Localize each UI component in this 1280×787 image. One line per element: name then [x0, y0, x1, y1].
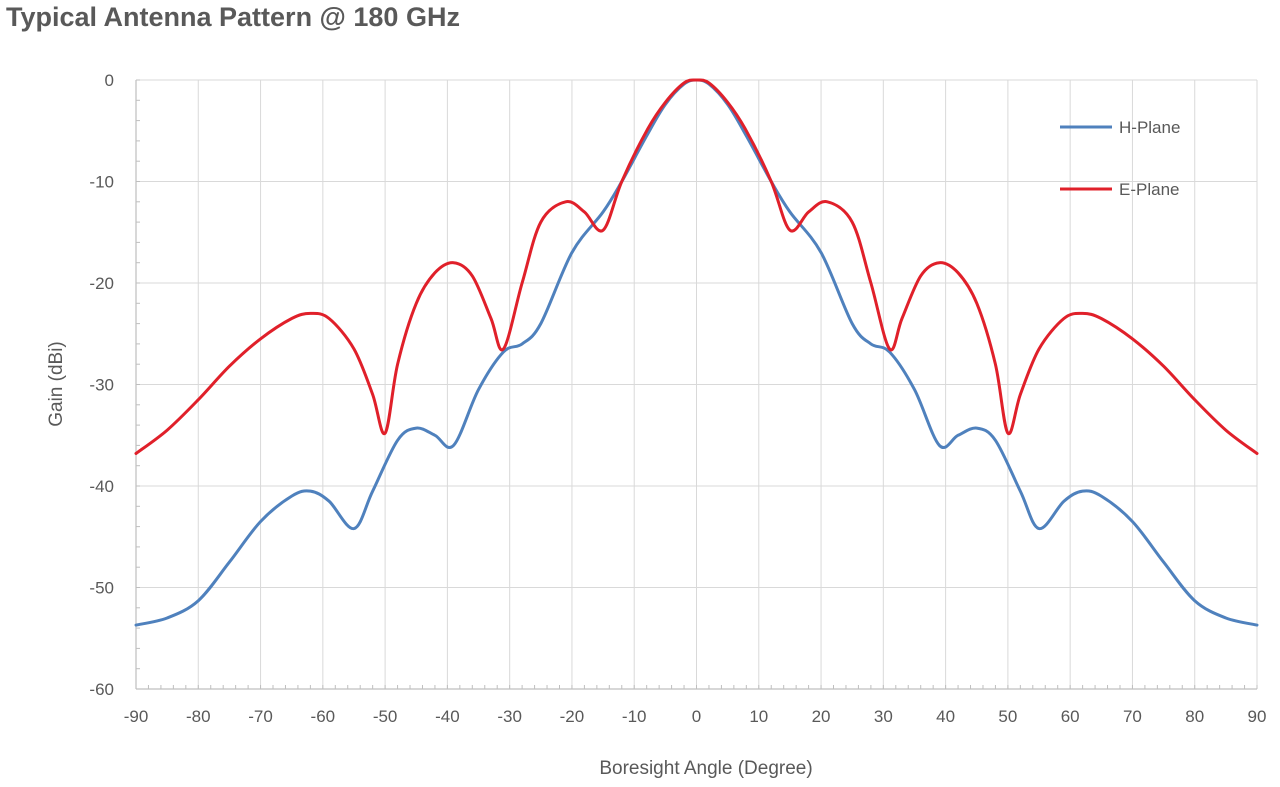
x-tick-label: 20 [812, 707, 831, 726]
x-tick-label: -50 [373, 707, 398, 726]
x-tick-label: 90 [1248, 707, 1267, 726]
x-tick-label: -60 [311, 707, 336, 726]
y-axis-label: Gain (dBi) [46, 341, 67, 427]
x-tick-label: 40 [936, 707, 955, 726]
minor-ticks [135, 79, 1258, 690]
y-tick-label: -20 [89, 274, 114, 293]
y-tick-label: -60 [89, 680, 114, 699]
y-tick-label: -10 [89, 173, 114, 192]
x-tick-label: 60 [1061, 707, 1080, 726]
x-tick-label: -80 [186, 707, 211, 726]
chart-title: Typical Antenna Pattern @ 180 GHz [6, 2, 460, 32]
x-tick-label: -70 [248, 707, 273, 726]
x-tick-label: -40 [435, 707, 460, 726]
series-line-e-plane [134, 78, 1259, 455]
legend-label: H-Plane [1119, 118, 1180, 137]
y-tick-labels: 0 -10 -20 -30 -40 -50 -60 [89, 71, 114, 699]
x-tick-label: 0 [692, 707, 701, 726]
x-tick-label: -30 [497, 707, 522, 726]
x-tick-label: 10 [749, 707, 768, 726]
legend: H-Plane E-Plane [1060, 118, 1180, 199]
legend-label: E-Plane [1119, 180, 1179, 199]
y-tick-label: -40 [89, 477, 114, 496]
series-layer [134, 78, 1259, 627]
grid [135, 79, 1258, 690]
x-tick-label: -90 [124, 707, 149, 726]
y-tick-label: 0 [105, 71, 114, 90]
x-tick-label: 30 [874, 707, 893, 726]
y-tick-label: -50 [89, 579, 114, 598]
x-tick-label: -20 [560, 707, 585, 726]
x-tick-label: 50 [998, 707, 1017, 726]
x-tick-labels: -90 -80 -70 -60 -50 -40 -30 -20 -10 0 10 20 30 40 50 60… [124, 707, 1267, 726]
x-tick-label: -10 [622, 707, 647, 726]
x-tick-label: 70 [1123, 707, 1142, 726]
x-tick-label: 80 [1185, 707, 1204, 726]
x-axis-label: Boresight Angle (Degree) [599, 758, 812, 779]
y-tick-label: -30 [89, 376, 114, 395]
